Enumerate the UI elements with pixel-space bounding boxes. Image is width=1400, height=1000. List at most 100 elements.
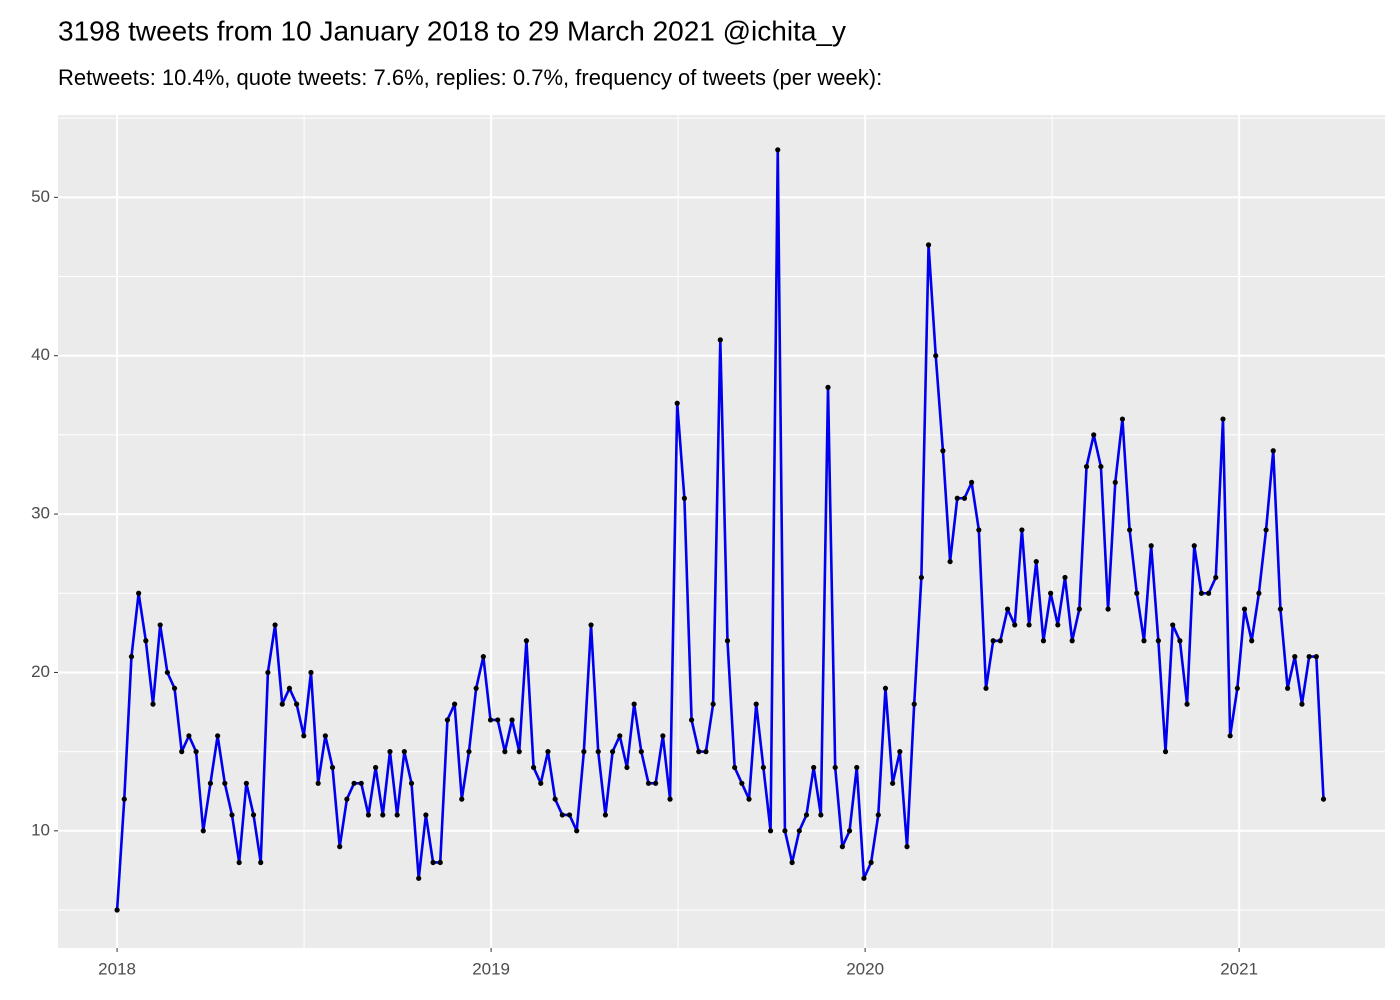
data-point <box>667 796 673 802</box>
data-point <box>904 844 910 850</box>
data-point <box>1155 638 1161 644</box>
data-point <box>890 780 896 786</box>
data-point <box>179 749 185 755</box>
data-point <box>351 780 357 786</box>
data-point <box>588 622 594 628</box>
data-point <box>1083 463 1090 470</box>
x-tick-label: 2019 <box>472 959 510 978</box>
data-point <box>1227 733 1233 739</box>
data-point <box>365 812 372 818</box>
data-point <box>645 780 652 786</box>
data-point <box>1004 606 1011 612</box>
data-point <box>1105 606 1111 612</box>
data-point <box>559 812 565 818</box>
data-point <box>1069 638 1075 644</box>
data-point <box>961 495 968 501</box>
data-point <box>602 812 609 818</box>
data-point <box>265 669 271 676</box>
data-point <box>322 733 328 739</box>
data-point <box>990 638 996 644</box>
data-point <box>215 733 221 739</box>
data-point <box>1162 749 1169 755</box>
data-point <box>1119 416 1126 422</box>
data-point <box>1055 622 1061 628</box>
data-point <box>157 622 163 628</box>
data-point <box>1213 574 1219 581</box>
data-point <box>1299 701 1305 707</box>
data-point <box>337 844 343 850</box>
data-point <box>207 780 214 786</box>
data-point <box>272 622 278 628</box>
data-point <box>1076 606 1082 612</box>
data-point <box>480 654 486 660</box>
data-point <box>243 780 249 786</box>
data-point <box>437 859 443 866</box>
data-point <box>509 717 515 723</box>
data-point <box>487 717 494 723</box>
chart-title: 3198 tweets from 10 January 2018 to 29 M… <box>58 15 846 46</box>
data-point <box>150 701 156 707</box>
data-point <box>581 749 587 755</box>
data-point <box>128 654 135 660</box>
data-point <box>710 701 716 707</box>
data-point <box>186 733 192 739</box>
data-point <box>1170 622 1176 628</box>
data-point <box>638 749 644 755</box>
data-point <box>609 749 616 755</box>
data-point <box>1184 701 1190 707</box>
data-point <box>1177 638 1183 644</box>
data-point <box>1141 638 1147 644</box>
data-point <box>674 400 680 406</box>
data-point <box>444 717 451 723</box>
data-point <box>760 764 766 771</box>
data-point <box>746 796 752 802</box>
data-point <box>380 812 386 818</box>
data-point <box>423 812 429 818</box>
chart-subtitle: Retweets: 10.4%, quote tweets: 7.6%, rep… <box>58 65 882 90</box>
data-point <box>846 828 853 834</box>
data-point <box>624 764 630 771</box>
data-point <box>997 638 1003 644</box>
data-point <box>373 764 379 771</box>
data-point <box>200 828 206 834</box>
data-point <box>258 859 264 866</box>
data-point <box>495 717 501 723</box>
data-point <box>1012 622 1018 628</box>
data-point <box>696 749 702 755</box>
data-point <box>717 337 723 343</box>
data-point <box>947 558 953 565</box>
data-point <box>1127 527 1133 533</box>
data-point <box>617 733 623 739</box>
data-point <box>358 780 364 786</box>
y-tick-label: 10 <box>31 820 50 839</box>
y-tick-label: 20 <box>31 662 50 681</box>
data-point <box>1206 590 1212 596</box>
data-point <box>516 749 522 755</box>
data-point <box>1112 479 1118 486</box>
data-point <box>767 828 774 834</box>
data-point <box>868 859 874 866</box>
data-point <box>753 701 759 707</box>
y-tick-label: 40 <box>31 345 50 364</box>
data-point <box>301 733 307 739</box>
data-point <box>1019 527 1025 533</box>
data-point <box>1241 606 1248 612</box>
data-point <box>969 479 975 486</box>
data-point <box>882 685 889 691</box>
data-point <box>459 796 465 802</box>
data-point <box>1292 654 1298 660</box>
data-point <box>193 749 199 755</box>
data-point <box>688 717 695 723</box>
data-point <box>839 844 845 850</box>
data-point <box>279 701 285 707</box>
data-point <box>1091 432 1097 438</box>
data-point <box>552 796 558 802</box>
data-point <box>875 812 881 818</box>
data-point <box>1277 606 1284 612</box>
data-point <box>530 764 537 771</box>
data-point <box>1256 590 1262 596</box>
data-point <box>416 875 422 881</box>
data-point <box>983 685 989 691</box>
data-point <box>222 780 228 786</box>
